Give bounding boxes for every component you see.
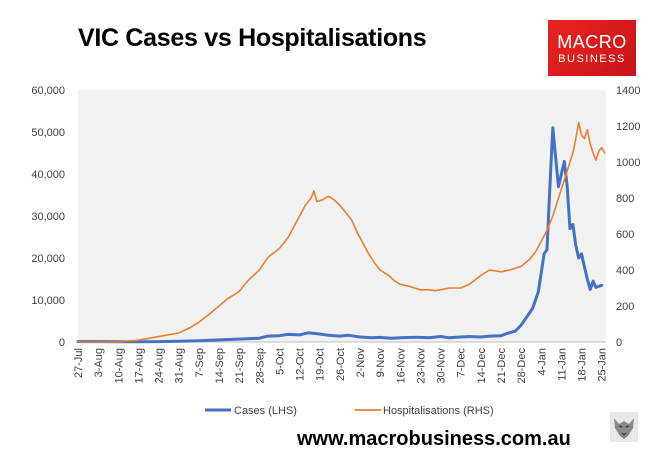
right-tick-label: 1000 [616, 157, 640, 169]
x-tick-label: 27-Jul [73, 348, 85, 378]
x-tick-label: 12-Oct [295, 348, 307, 381]
logo-line-2: BUSINESS [558, 53, 626, 65]
legend-label: Cases (LHS) [234, 405, 297, 417]
x-tick-label: 23-Nov [415, 348, 427, 384]
x-tick-label: 31-Aug [174, 348, 186, 383]
right-tick-label: 1400 [616, 85, 640, 97]
hospitalisations-line [77, 121, 606, 343]
x-tick-label: 9-Nov [375, 348, 387, 378]
left-tick-label: 0 [59, 337, 65, 349]
left-tick-label: 50,000 [31, 127, 65, 139]
legend-label: Hospitalisations (RHS) [383, 405, 494, 417]
x-tick-label: 28-Dec [516, 348, 528, 384]
x-tick-label: 21-Dec [496, 348, 508, 384]
left-tick-label: 40,000 [31, 169, 65, 181]
x-tick-label: 11-Jan [556, 348, 568, 381]
x-axis: 27-Jul 3-Aug 10-Aug 17-Aug 24-Aug 31-Aug 7-Sep… [73, 341, 609, 384]
right-tick-label: 1200 [616, 121, 640, 133]
right-axis: 0 200 400 600 800 1000 1200 1400 [616, 85, 640, 349]
x-tick-label: 24-Aug [154, 348, 166, 383]
x-tick-label: 4-Jan [536, 348, 548, 376]
left-tick-label: 30,000 [31, 211, 65, 223]
x-tick-label: 14-Dec [476, 348, 488, 384]
wolf-icon [610, 412, 638, 442]
x-tick-label: 25-Jan [597, 348, 609, 382]
x-tick-label: 28-Sep [254, 348, 266, 383]
left-tick-label: 60,000 [31, 85, 65, 97]
macrobusiness-logo: MACRO BUSINESS [548, 20, 636, 76]
x-tick-label: 7-Dec [456, 348, 468, 378]
right-tick-label: 400 [616, 265, 634, 277]
legend: Cases (LHS) Hospitalisations (RHS) [205, 405, 494, 417]
right-tick-label: 600 [616, 229, 634, 241]
x-tick-label: 10-Aug [113, 348, 125, 383]
x-tick-label: 5-Oct [274, 348, 286, 375]
left-axis: 0 10,000 20,000 30,000 40,000 50,000 60,000 [31, 85, 65, 349]
logo-line-1: MACRO [557, 32, 627, 52]
cases-line [76, 126, 604, 344]
x-tick-label: 21-Sep [234, 348, 246, 383]
right-tick-label: 800 [616, 193, 634, 205]
x-tick-label: 16-Nov [395, 348, 407, 384]
x-tick-label: 19-Oct [315, 348, 327, 381]
x-tick-label: 2-Nov [355, 348, 367, 378]
right-tick-label: 200 [616, 301, 634, 313]
website-footer: www.macrobusiness.com.au [297, 428, 571, 450]
x-tick-label: 7-Sep [194, 348, 206, 377]
plot-area-background [78, 90, 606, 342]
x-tick-label: 3-Aug [93, 348, 105, 377]
series-group [76, 121, 606, 344]
x-tick-label: 18-Jan [577, 348, 589, 382]
left-tick-label: 10,000 [31, 295, 65, 307]
x-tick-label: 17-Aug [133, 348, 145, 383]
x-tick-label: 14-Sep [214, 348, 226, 383]
x-tick-label: 30-Nov [436, 348, 448, 384]
chart-title: VIC Cases vs Hospitalisations [78, 24, 427, 52]
right-tick-label: 0 [616, 337, 622, 349]
left-tick-label: 20,000 [31, 253, 65, 265]
x-tick-label: 26-Oct [335, 348, 347, 381]
